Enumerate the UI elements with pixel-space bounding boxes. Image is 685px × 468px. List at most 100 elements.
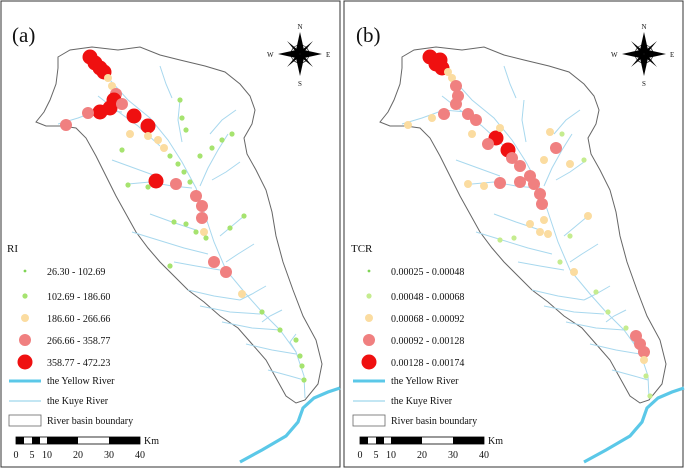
svg-text:0: 0 (14, 450, 19, 461)
svg-text:N: N (641, 23, 646, 31)
svg-text:the Yellow River: the Yellow River (47, 376, 115, 387)
sample-site-dot (219, 137, 225, 143)
sample-site-dot (145, 184, 151, 190)
sample-site-dot (528, 178, 540, 190)
sample-site-dot (593, 289, 599, 295)
svg-text:186.60 - 266.66: 186.60 - 266.66 (47, 314, 110, 325)
sample-site-dot (468, 130, 476, 138)
sample-site-dot (526, 220, 534, 228)
yellow-river-a (239, 386, 341, 464)
scalebar-b: Km 0 5 10 20 30 40 (358, 436, 504, 461)
svg-text:358.77 - 472.23: 358.77 - 472.23 (47, 358, 110, 369)
pollution-dots-a (60, 49, 307, 383)
sample-site-dot (647, 393, 653, 399)
sample-site-dot (203, 235, 209, 241)
yellow-river-b (583, 386, 685, 464)
svg-text:N: N (297, 23, 302, 31)
sample-site-dot (190, 190, 202, 202)
sample-site-dot (126, 108, 142, 124)
sample-site-dot (546, 128, 554, 136)
sample-site-dot (227, 225, 233, 231)
sample-site-dot (148, 173, 164, 189)
sample-site-dot (197, 153, 203, 159)
sample-site-dot (140, 118, 156, 134)
sample-site-dot (496, 124, 504, 132)
sample-site-dot (125, 182, 131, 188)
legend-a-title: RI (7, 243, 18, 255)
compass-b: N S E W (611, 23, 674, 88)
sample-site-dot (177, 97, 183, 103)
sample-site-dot (126, 130, 134, 138)
sample-site-dot (482, 138, 494, 150)
pollution-dots-b (404, 49, 653, 399)
sample-site-dot (299, 363, 305, 369)
legend-a: RI 26.30 - 102.69 102.69 - 186.60 186.60… (7, 243, 133, 427)
sample-site-dot (584, 212, 592, 220)
sample-site-dot (470, 114, 482, 126)
sample-site-dot (534, 188, 546, 200)
svg-text:266.66 - 358.77: 266.66 - 358.77 (47, 336, 110, 347)
svg-text:0.00048 - 0.00068: 0.00048 - 0.00068 (391, 292, 464, 303)
sample-site-dot (208, 256, 220, 268)
svg-text:102.69 - 186.60: 102.69 - 186.60 (47, 292, 110, 303)
svg-text:Km: Km (144, 436, 159, 447)
sample-site-dot (450, 80, 462, 92)
panel-b: (b) N S E W TCR 0.00025 - 0.00048 0.0004… (351, 23, 685, 464)
sample-site-dot (104, 74, 112, 82)
sample-site-dot (557, 259, 563, 265)
sample-site-dot (297, 353, 303, 359)
svg-text:30: 30 (104, 450, 114, 461)
sample-site-dot (638, 346, 650, 358)
sample-site-dot (428, 114, 436, 122)
sample-site-dot (181, 169, 187, 175)
panel-b-label: (b) (356, 23, 381, 47)
svg-text:10: 10 (386, 450, 396, 461)
svg-text:S: S (298, 80, 302, 88)
svg-text:S: S (642, 80, 646, 88)
sample-site-dot (277, 327, 283, 333)
svg-text:E: E (326, 51, 330, 59)
sample-site-dot (196, 212, 208, 224)
sample-site-dot (567, 233, 573, 239)
sample-site-dot (494, 177, 506, 189)
sample-site-dot (209, 145, 215, 151)
compass-a: N S E W (267, 23, 330, 88)
svg-text:the Yellow River: the Yellow River (391, 376, 459, 387)
sample-site-dot (175, 161, 181, 167)
sample-site-dot (82, 107, 94, 119)
sample-site-dot (506, 152, 518, 164)
svg-text:30: 30 (448, 450, 458, 461)
sample-site-dot (193, 229, 199, 235)
svg-text:the Kuye River: the Kuye River (47, 396, 109, 407)
svg-text:0.00025 - 0.00048: 0.00025 - 0.00048 (391, 267, 464, 278)
sample-site-dot (154, 136, 162, 144)
sample-site-dot (581, 157, 587, 163)
sample-site-dot (238, 290, 246, 298)
sample-site-dot (167, 153, 173, 159)
sample-site-dot (605, 309, 611, 315)
sample-site-dot (559, 131, 565, 137)
sample-site-dot (566, 160, 574, 168)
sample-site-dot (259, 309, 265, 315)
sample-site-dot (301, 377, 307, 383)
sample-site-dot (200, 228, 208, 236)
sample-site-dot (170, 178, 182, 190)
sample-site-dot (108, 82, 116, 90)
sample-site-dot (183, 221, 189, 227)
sample-site-dot (570, 268, 578, 276)
sample-site-dot (497, 237, 503, 243)
svg-text:26.30 - 102.69: 26.30 - 102.69 (47, 267, 105, 278)
sample-site-dot (540, 156, 548, 164)
sample-site-dot (544, 230, 552, 238)
sample-site-dot (144, 132, 152, 140)
sample-site-dot (643, 373, 649, 379)
panel-a: (a) N S E W RI 26.30 - 102.69 102.69 - 1… (7, 23, 341, 464)
svg-text:River basin boundary: River basin boundary (391, 416, 477, 427)
svg-text:W: W (611, 51, 618, 59)
svg-text:40: 40 (135, 450, 145, 461)
sample-site-dot (464, 180, 472, 188)
sample-site-dot (196, 200, 208, 212)
sample-site-dot (241, 213, 247, 219)
